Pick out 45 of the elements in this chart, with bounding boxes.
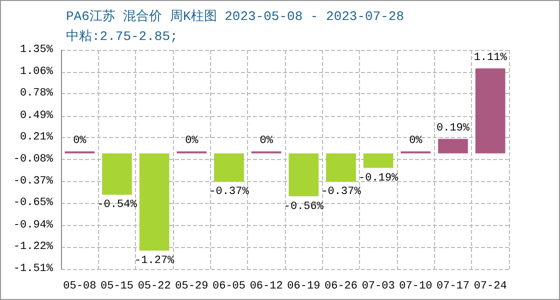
x-tick-label: 06-05 xyxy=(212,280,246,292)
y-tick-label: 0.78% xyxy=(20,88,54,100)
bar xyxy=(288,153,319,196)
y-tick-label: -0.94% xyxy=(13,219,54,232)
y-tick-label: 0.21% xyxy=(20,131,54,144)
x-tick-label: 05-15 xyxy=(100,280,134,292)
x-tick-label: 06-26 xyxy=(324,280,358,292)
chart-subtitle: 中粘:2.75-2.85; xyxy=(66,29,178,44)
bar xyxy=(438,138,468,154)
data-label: 0.19% xyxy=(436,122,470,134)
bar xyxy=(475,68,506,154)
data-label: -1.27% xyxy=(134,255,175,268)
data-label: 0% xyxy=(409,134,423,147)
y-tick-label: -0.65% xyxy=(13,197,54,210)
data-label: -0.37% xyxy=(209,186,250,198)
bar xyxy=(139,153,170,251)
data-label: 0% xyxy=(73,134,87,147)
x-tick-label: 07-17 xyxy=(436,280,470,292)
x-tick-label: 07-24 xyxy=(474,280,508,292)
y-tick-label: -0.08% xyxy=(13,154,54,166)
y-tick-label: 0.49% xyxy=(20,110,54,122)
data-label: -0.56% xyxy=(284,200,324,213)
y-tick-label: -0.37% xyxy=(13,176,54,188)
data-label: 1.11% xyxy=(474,52,508,64)
y-tick-label: -1.51% xyxy=(13,263,54,275)
x-tick-label: 05-29 xyxy=(175,280,208,292)
bar xyxy=(326,153,356,182)
y-tick-label: 1.06% xyxy=(20,66,54,78)
chart-title: PA6江苏 混合价 周K柱图 2023-05-08 - 2023-07-28 xyxy=(66,9,404,24)
data-label: 0% xyxy=(185,134,199,147)
bar xyxy=(363,153,394,168)
data-label: 0% xyxy=(260,134,274,147)
x-tick-label: 07-10 xyxy=(399,280,432,292)
x-tick-label: 07-03 xyxy=(362,280,395,292)
data-label: -0.37% xyxy=(321,186,362,198)
bar xyxy=(102,153,132,195)
data-label: -0.54% xyxy=(97,199,138,212)
x-tick-label: 05-22 xyxy=(138,280,171,292)
y-tick-label: -1.22% xyxy=(13,240,54,253)
data-label: -0.19% xyxy=(358,172,399,184)
x-tick-label: 05-08 xyxy=(63,280,96,292)
x-tick-label: 06-12 xyxy=(250,280,283,292)
bar xyxy=(214,153,244,182)
x-tick-label: 06-19 xyxy=(287,280,320,292)
y-tick-label: 1.35% xyxy=(20,44,54,56)
